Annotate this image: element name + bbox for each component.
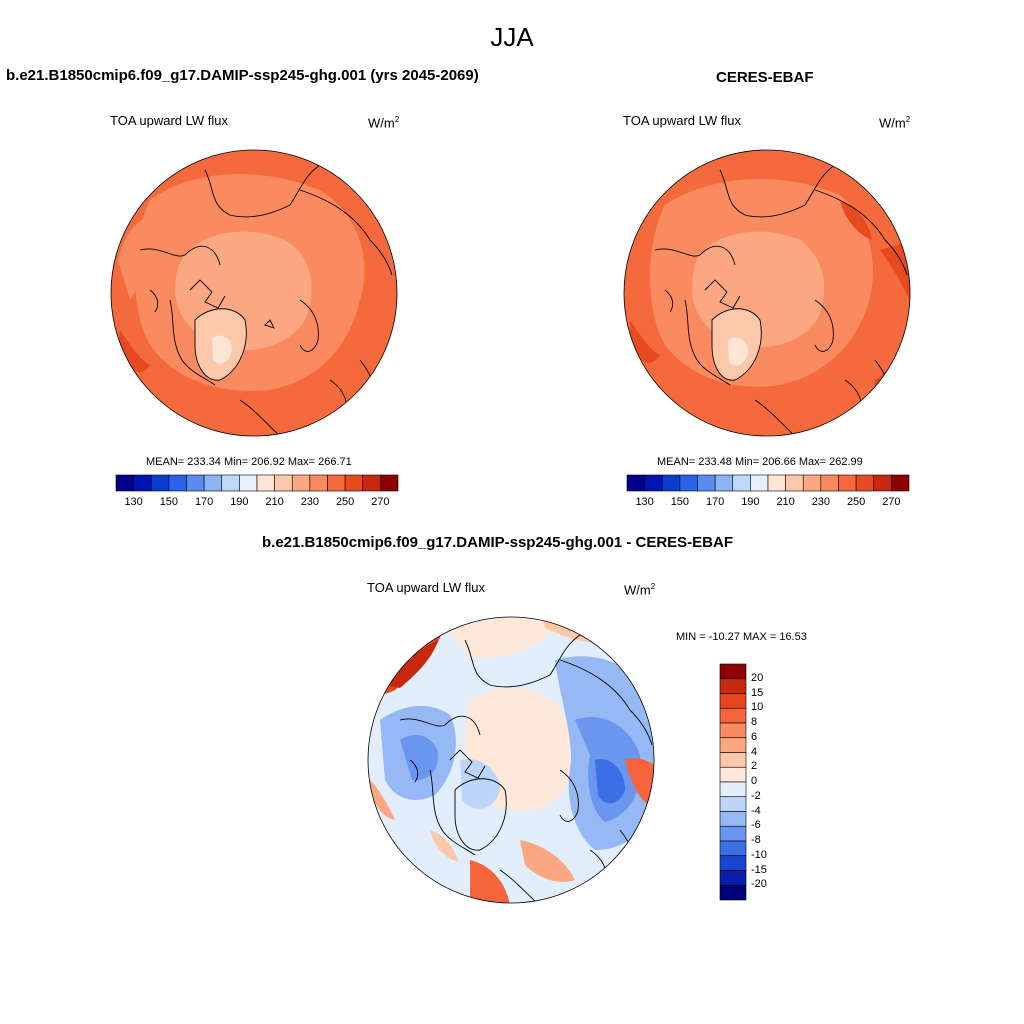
- difference-colorbar-box: [719, 678, 747, 694]
- difference-colorbar-tick: -4: [751, 804, 761, 817]
- panel-1-colorbar-tick: 250: [335, 496, 355, 508]
- difference-colorbar-tick: 20: [751, 671, 764, 684]
- season-title: JJA: [490, 22, 534, 52]
- difference-colorbar-box: [719, 693, 747, 709]
- panel-1-units: W/m2: [368, 115, 400, 131]
- difference-colorbar-box: [719, 752, 747, 768]
- difference-colorbar-tick: -20: [751, 878, 767, 891]
- panel-1-colorbar-tick: 190: [230, 496, 249, 508]
- panel-1-colorbar-tick: 230: [300, 496, 320, 508]
- panel-2-colorbar-tick: 210: [776, 496, 795, 508]
- difference-colorbar-box: [719, 884, 747, 901]
- difference-colorbar: [719, 663, 747, 901]
- panel-1-colorbar-tick: 130: [124, 496, 143, 508]
- difference-colorbar-tick: 4: [751, 745, 758, 758]
- difference-colorbar-box: [719, 811, 747, 827]
- panel-2-colorbar: [626, 474, 910, 492]
- difference-colorbar-box: [719, 855, 747, 871]
- panel-2-colorbar-tick: 150: [670, 496, 690, 508]
- difference-colorbar-tick: 15: [751, 686, 764, 699]
- panel-1-colorbar-tick: 150: [159, 496, 179, 508]
- difference-colorbar-tick: 6: [751, 730, 758, 743]
- difference-colorbar-box: [719, 796, 747, 812]
- difference-colorbar-tick: -10: [751, 848, 767, 861]
- panel-1-title: b.e21.B1850cmip6.f09_g17.DAMIP-ssp245-gh…: [6, 67, 479, 84]
- panel-2-colorbar-tick: 230: [811, 496, 831, 508]
- difference-colorbar-box: [719, 737, 747, 753]
- panel-1-colorbar-tick: 270: [371, 496, 390, 508]
- panel-2-colorbar-tick: 170: [705, 496, 725, 508]
- difference-colorbar-box: [719, 781, 747, 798]
- difference-colorbar-box: [719, 707, 747, 724]
- panel-1-stats: MEAN= 233.34 Min= 206.92 Max= 266.71: [146, 456, 352, 468]
- panel-2-field-label: TOA upward LW flux: [623, 113, 742, 128]
- panel-2-colorbar-box: [891, 474, 910, 492]
- difference-title: b.e21.B1850cmip6.f09_g17.DAMIP-ssp245-gh…: [262, 534, 733, 551]
- difference-field-label: TOA upward LW flux: [367, 580, 486, 595]
- difference-colorbar-tick: 0: [751, 775, 758, 787]
- difference-colorbar-box: [719, 663, 747, 680]
- difference-colorbar-tick: -15: [751, 863, 767, 876]
- panel-2-units: W/m2: [879, 115, 911, 131]
- difference-colorbar-tick: -6: [751, 819, 761, 832]
- difference-colorbar-tick: -2: [751, 789, 761, 802]
- panel-1-colorbar-tick: 210: [265, 496, 284, 508]
- difference-colorbar-box: [719, 766, 747, 783]
- panel-2-colorbar-tick: 270: [882, 496, 901, 508]
- panel-1-colorbar-box: [380, 474, 399, 492]
- difference-colorbar-box: [719, 840, 747, 857]
- difference-colorbar-tick: 2: [751, 760, 758, 773]
- panel-2-title: CERES-EBAF: [716, 69, 814, 86]
- panel-1-colorbar-tick: 170: [194, 496, 214, 508]
- panel-2-colorbar-tick: 250: [846, 496, 866, 508]
- difference-units: W/m2: [624, 582, 656, 598]
- difference-minmax: MIN = -10.27 MAX = 16.53: [676, 631, 807, 643]
- panel-1-colorbar: [115, 474, 399, 492]
- panel-2-colorbar-tick: 190: [741, 496, 760, 508]
- panel-1-field-label: TOA upward LW flux: [110, 113, 229, 128]
- difference-colorbar-tick: 8: [751, 716, 758, 728]
- panel-2-stats: MEAN= 233.48 Min= 206.66 Max= 262.99: [657, 456, 863, 468]
- difference-colorbar-tick: -8: [751, 834, 761, 846]
- panel-2-colorbar-tick: 130: [635, 496, 654, 508]
- difference-colorbar-box: [719, 825, 747, 842]
- difference-colorbar-box: [719, 722, 747, 739]
- difference-colorbar-box: [719, 870, 747, 886]
- difference-colorbar-tick: 10: [751, 701, 764, 714]
